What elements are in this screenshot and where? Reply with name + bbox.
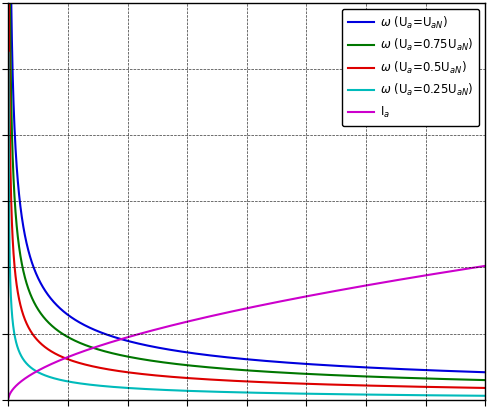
Legend: $\omega$ (U$_a$=U$_{aN}$), $\omega$ (U$_a$=0.75U$_{aN}$), $\omega$ (U$_a$=0.5U$_: $\omega$ (U$_a$=U$_{aN}$), $\omega$ (U$_… (342, 9, 479, 126)
